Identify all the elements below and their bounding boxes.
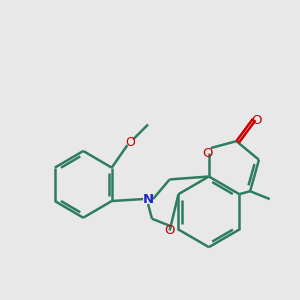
Text: N: N bbox=[142, 193, 154, 206]
Text: O: O bbox=[125, 136, 135, 148]
Text: O: O bbox=[164, 224, 175, 237]
Text: O: O bbox=[252, 114, 262, 127]
Text: O: O bbox=[203, 147, 213, 161]
